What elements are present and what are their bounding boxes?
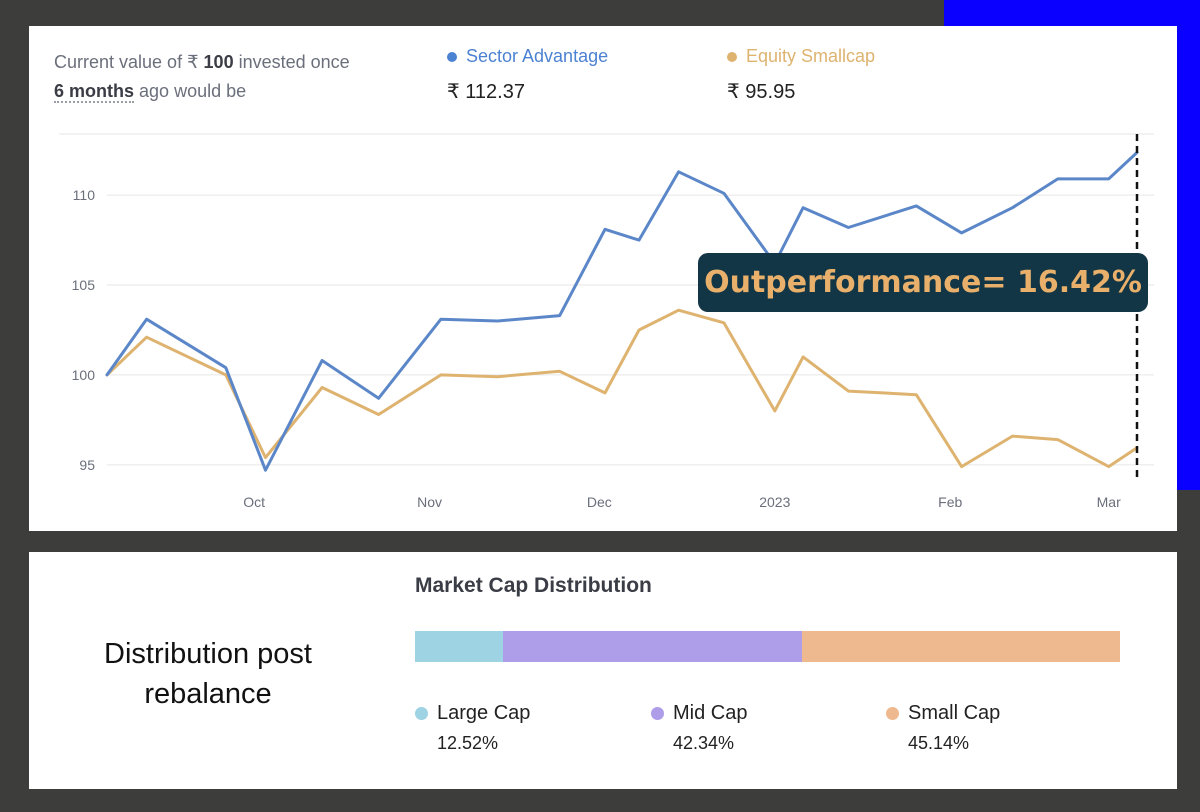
distribution-bar: [415, 631, 1120, 662]
distribution-title: Market Cap Distribution: [415, 574, 652, 597]
y-tick-label: 95: [79, 457, 95, 473]
legend-sector-advantage[interactable]: Sector Advantage ₹ 112.37: [447, 46, 608, 104]
legend-value: 42.34%: [673, 733, 735, 753]
x-tick-label: Oct: [243, 494, 265, 510]
outperformance-callout: Outperformance= 16.42%: [698, 253, 1148, 312]
legend-value: 12.52%: [437, 733, 499, 753]
legend-small-cap: Small Cap 45.14%: [886, 702, 1000, 754]
legend-mid-cap: Mid Cap 42.34%: [651, 702, 747, 754]
invested-amount: 100: [203, 52, 234, 72]
intro-middle: invested once: [238, 52, 350, 72]
bar-segment-large-cap: [415, 631, 504, 662]
bar-segment-small-cap: [801, 631, 1120, 662]
x-tick-label: Mar: [1097, 494, 1121, 510]
intro-text: Current value of ₹ 100 invested once 6 m…: [54, 48, 414, 106]
legend-label: Sector Advantage: [466, 46, 609, 66]
legend-label: Equity Smallcap: [746, 46, 876, 66]
legend-dot-icon: [447, 51, 457, 62]
x-tick-label: Nov: [417, 494, 442, 510]
distribution-caption: Distribution post rebalance: [104, 638, 312, 710]
y-tick-label: 110: [73, 187, 96, 203]
y-tick-label: 100: [72, 367, 96, 383]
legend-dot-icon: [415, 707, 428, 720]
legend-value: ₹ 112.37: [447, 81, 525, 103]
series-line-equity-smallcap: [105, 308, 1139, 469]
x-tick-label: Feb: [938, 494, 962, 510]
legend-equity-smallcap[interactable]: Equity Smallcap ₹ 95.95: [727, 46, 875, 104]
series-line-sector-advantage: [105, 151, 1139, 472]
legend-label: Small Cap: [908, 702, 1001, 724]
returns-panel: Current value of ₹ 100 invested once 6 m…: [29, 26, 1177, 531]
distribution-panel: Distribution post rebalance Market Cap D…: [29, 552, 1177, 789]
legend-dot-icon: [727, 51, 737, 62]
legend-dot-icon: [886, 707, 899, 720]
x-tick-label: Dec: [587, 494, 612, 510]
legend-value: 45.14%: [908, 733, 970, 753]
legend-dot-icon: [651, 707, 664, 720]
x-tick-label: 2023: [759, 494, 790, 510]
legend-label: Mid Cap: [673, 702, 748, 724]
intro-suffix: ago would be: [139, 81, 247, 101]
legend-large-cap: Large Cap 12.52%: [415, 702, 530, 754]
bar-segment-mid-cap: [503, 631, 802, 662]
legend-value: ₹ 95.95: [727, 81, 796, 103]
y-tick-label: 105: [72, 277, 96, 293]
intro-prefix: Current value of ₹: [54, 52, 199, 72]
line-chart: 95 100 105 110 Oct Nov Dec 2023 Feb Mar: [59, 133, 1154, 510]
legend-label: Large Cap: [437, 702, 531, 724]
period-selector[interactable]: 6 months: [54, 81, 135, 103]
